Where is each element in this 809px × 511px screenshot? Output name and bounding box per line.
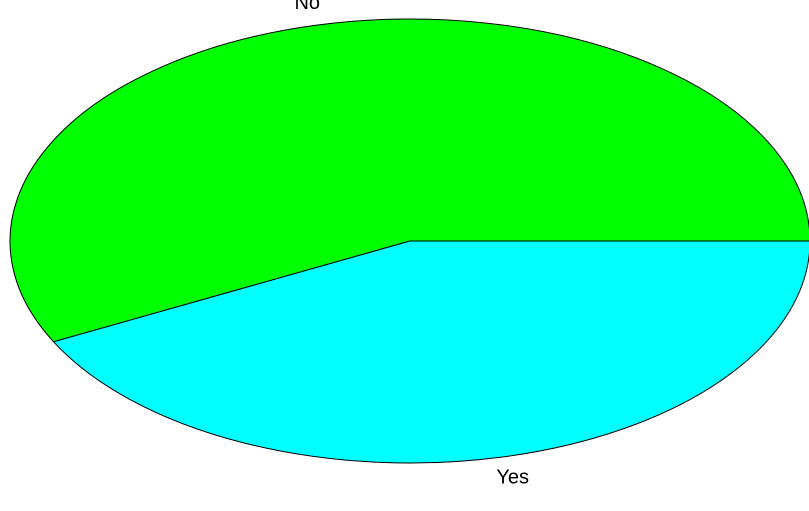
pie-slice-yes xyxy=(52,240,809,464)
slice-label-no: No xyxy=(294,0,320,14)
pie-slice-no xyxy=(9,18,809,343)
slice-label-yes: Yes xyxy=(496,467,529,489)
